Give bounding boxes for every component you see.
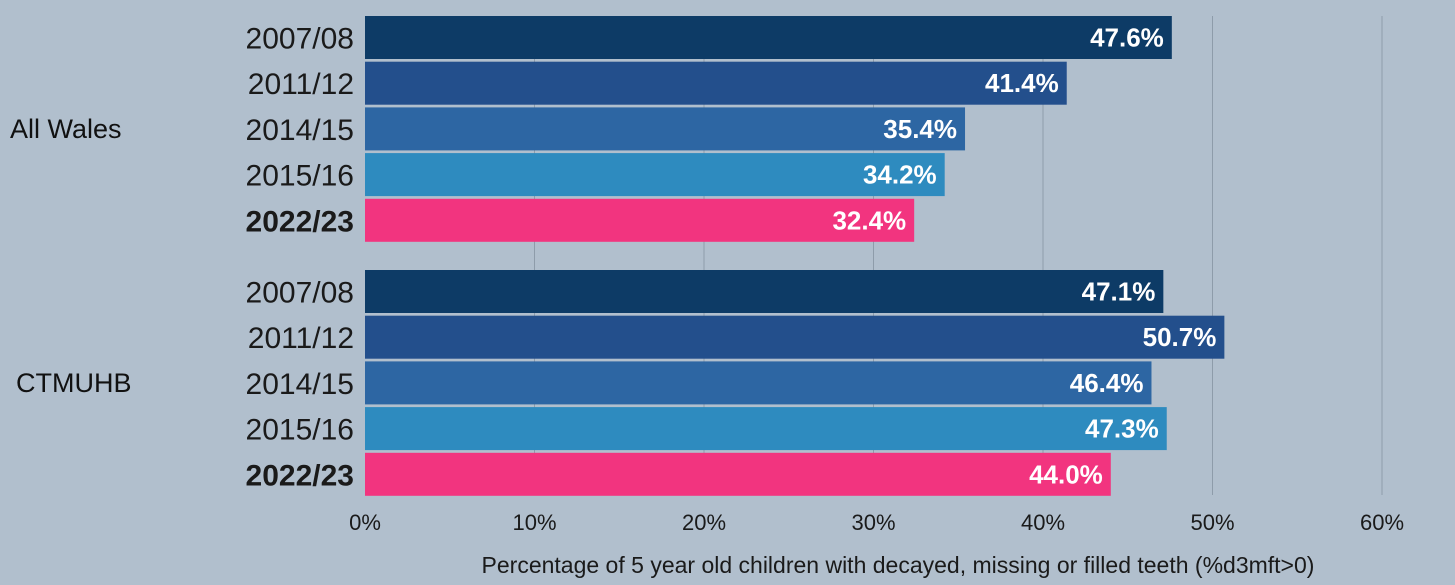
bar-value-label: 47.1%: [1082, 277, 1156, 307]
bar: [365, 61, 1067, 105]
x-tick-label: 0%: [349, 510, 381, 535]
year-label: 2007/08: [246, 277, 354, 310]
bar-value-label: 34.2%: [863, 160, 937, 190]
bar: [365, 107, 966, 151]
x-tick-label: 60%: [1360, 510, 1404, 535]
bar: [365, 198, 915, 242]
x-tick-label: 50%: [1190, 510, 1234, 535]
bar: [365, 270, 1164, 313]
year-label: 2015/16: [246, 160, 354, 193]
year-label: 2007/08: [246, 23, 354, 56]
labels: 2007/08 47.6% 2011/12 41.4% 2014/15 35.4% 2015…: [10, 23, 1216, 493]
year-label: 2022/23: [246, 205, 354, 238]
x-tick-label: 30%: [851, 510, 895, 535]
bar: [365, 16, 1172, 59]
bar: [365, 361, 1152, 405]
bar-value-label: 44.0%: [1029, 459, 1103, 489]
bar-value-label: 35.4%: [883, 114, 957, 144]
x-axis-ticks: 0% 10% 20% 30% 40% 50% 60%: [349, 510, 1404, 535]
x-tick-label: 40%: [1021, 510, 1065, 535]
bars: [365, 16, 1225, 496]
year-label: 2022/23: [246, 459, 354, 492]
bar-value-label: 41.4%: [985, 68, 1059, 98]
bar-value-label: 47.6%: [1090, 23, 1164, 53]
year-label: 2011/12: [248, 322, 354, 355]
year-label: 2014/15: [246, 114, 354, 147]
x-tick-label: 20%: [682, 510, 726, 535]
bar-value-label: 46.4%: [1070, 368, 1144, 398]
bar: [365, 407, 1167, 451]
group-label: All Wales: [10, 114, 122, 144]
group-label: CTMUHB: [16, 368, 132, 398]
bar: [365, 315, 1225, 359]
year-label: 2015/16: [246, 414, 354, 447]
x-axis-title: Percentage of 5 year old children with d…: [482, 552, 1315, 578]
bar: [365, 452, 1111, 496]
bar-value-label: 50.7%: [1143, 322, 1217, 352]
x-tick-label: 10%: [512, 510, 556, 535]
year-label: 2011/12: [248, 68, 354, 101]
bar-value-label: 47.3%: [1085, 414, 1159, 444]
bar-value-label: 32.4%: [832, 205, 906, 235]
bar: [365, 153, 945, 197]
year-label: 2014/15: [246, 368, 354, 401]
